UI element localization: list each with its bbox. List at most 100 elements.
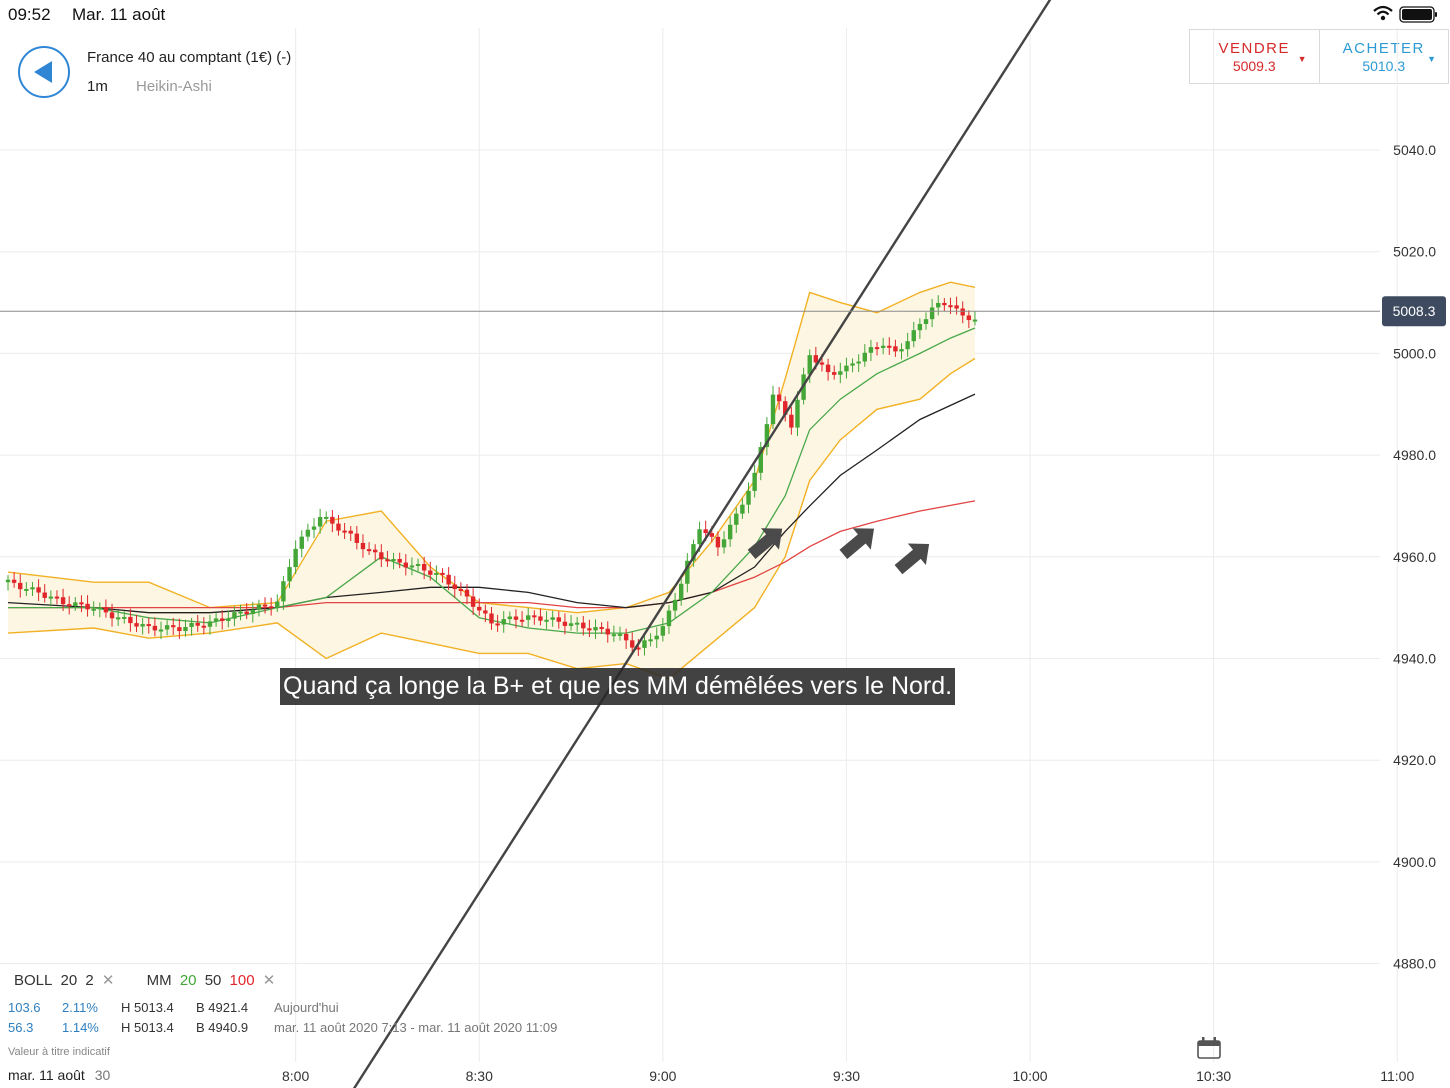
candle-bear bbox=[128, 616, 133, 624]
candle-bull bbox=[568, 623, 574, 626]
ma100-line bbox=[8, 500, 976, 609]
x-tick-label: 9:00 bbox=[649, 1068, 676, 1084]
y-tick-label: 4880.0 bbox=[1393, 956, 1436, 972]
candle-bull bbox=[122, 616, 127, 619]
boll-remove-icon[interactable]: ✕ bbox=[101, 972, 115, 989]
y-axis: 5040.0 5020.0 5000.0 4980.0 4960.0 4940.0 4920… bbox=[1393, 142, 1436, 972]
candle-bull bbox=[654, 635, 659, 640]
candle-bull bbox=[734, 513, 739, 525]
indicator-legend: BOLL 20 2 ✕ MM 20 50 100 ✕ bbox=[14, 971, 279, 989]
calendar-icon[interactable] bbox=[1197, 1037, 1221, 1059]
candle-bull bbox=[880, 345, 886, 348]
wifi-icon bbox=[1373, 5, 1393, 21]
candle-bull bbox=[434, 572, 439, 575]
boll-deviation: 2 bbox=[85, 972, 94, 989]
y-tick-label: 4920.0 bbox=[1393, 752, 1436, 768]
candle-bear bbox=[519, 619, 525, 622]
candle-bear bbox=[220, 618, 225, 621]
candle-bear bbox=[495, 623, 500, 626]
candle-bear bbox=[262, 604, 268, 607]
candle-bull bbox=[207, 621, 213, 627]
candle-bear bbox=[599, 627, 604, 630]
candle-bull bbox=[691, 544, 696, 561]
sell-button[interactable]: VENDRE 5009.3 ▼ bbox=[1190, 30, 1319, 83]
candle-bear bbox=[201, 625, 207, 628]
sell-caret-icon: ▼ bbox=[1297, 54, 1307, 64]
candle-bear bbox=[373, 549, 378, 553]
candle-bear bbox=[428, 570, 433, 575]
candle-bull bbox=[91, 608, 96, 611]
candle-bear bbox=[452, 584, 457, 590]
candle-bear bbox=[776, 394, 782, 402]
x-tick-label: 10:00 bbox=[1013, 1068, 1048, 1084]
candle-bull bbox=[929, 307, 935, 320]
candle-bear bbox=[54, 596, 60, 599]
candle-bear bbox=[397, 558, 402, 563]
boll-label[interactable]: BOLL bbox=[14, 972, 53, 989]
candle-bull bbox=[593, 627, 598, 631]
trendline bbox=[352, 0, 1052, 1088]
buy-price: 5010.3 bbox=[1362, 58, 1406, 74]
arrow-up-right-icon bbox=[894, 543, 930, 575]
candle-bear bbox=[11, 579, 17, 583]
candle-bear bbox=[470, 596, 476, 607]
candle-bull bbox=[226, 618, 231, 621]
buy-button[interactable]: ACHETER 5010.3 ▼ bbox=[1318, 30, 1449, 83]
candle-bull bbox=[666, 610, 672, 627]
trendline-layer bbox=[352, 0, 1052, 1088]
candle-bull bbox=[5, 579, 11, 583]
candle-bull bbox=[862, 352, 867, 362]
arrow-shape bbox=[747, 528, 783, 559]
candle-bear bbox=[477, 606, 482, 611]
candle-bull bbox=[507, 616, 513, 620]
candle-bear bbox=[813, 355, 819, 363]
stats-row-today: 103.6 2.11% H 5013.4 B 4921.4 Aujourd'hui bbox=[8, 1000, 339, 1015]
candle-bull bbox=[868, 347, 874, 353]
annotation-arrows bbox=[747, 528, 930, 575]
ma-remove-icon[interactable]: ✕ bbox=[262, 972, 276, 989]
bollinger-upper-line bbox=[7, 281, 976, 614]
candle-bear bbox=[942, 302, 947, 306]
y-tick-label: 4960.0 bbox=[1393, 549, 1436, 565]
candle-bear bbox=[623, 633, 629, 641]
candle-bear bbox=[60, 597, 66, 605]
interval-selector[interactable]: 1m bbox=[87, 78, 108, 95]
candle-bull bbox=[140, 624, 145, 627]
arrow-shape bbox=[839, 528, 875, 559]
candle-bull bbox=[899, 349, 904, 352]
stats-high: H 5013.4 bbox=[121, 1020, 174, 1035]
candle-bear bbox=[446, 574, 451, 585]
candle-bull bbox=[183, 626, 188, 632]
candle-bull bbox=[972, 319, 978, 322]
back-button[interactable] bbox=[18, 46, 70, 98]
candle-bull bbox=[213, 618, 219, 622]
candle-bear bbox=[556, 617, 561, 622]
candle-bear bbox=[960, 308, 965, 316]
candle-bull bbox=[721, 539, 727, 548]
candle-bear bbox=[342, 530, 347, 533]
candle-bear bbox=[146, 624, 151, 627]
candle-bear bbox=[709, 533, 714, 537]
x-axis-first-label: 30 bbox=[94, 1067, 111, 1083]
candle-bear bbox=[630, 640, 635, 648]
candle-bear bbox=[825, 364, 831, 373]
indicative-note: Valeur à titre indicatif bbox=[8, 1046, 110, 1058]
ma50-line bbox=[7, 393, 976, 614]
candle-bull bbox=[807, 355, 812, 375]
candle-bull bbox=[550, 617, 555, 620]
candle-bull bbox=[391, 558, 396, 561]
candle-bull bbox=[617, 633, 623, 636]
candle-bear bbox=[581, 622, 586, 629]
candle-bear bbox=[483, 610, 488, 614]
candle-bull bbox=[642, 640, 647, 648]
candle-bull bbox=[281, 581, 286, 602]
candle-bull bbox=[648, 639, 653, 642]
candle-bull bbox=[287, 567, 292, 582]
candle-bear bbox=[887, 345, 892, 348]
candle-bear bbox=[464, 589, 470, 597]
x-axis-date: mar. 11 août 30 bbox=[8, 1067, 110, 1083]
ma-label[interactable]: MM bbox=[146, 972, 172, 989]
candle-bull bbox=[936, 302, 941, 308]
chart-type-selector[interactable]: Heikin-Ashi bbox=[136, 78, 212, 95]
